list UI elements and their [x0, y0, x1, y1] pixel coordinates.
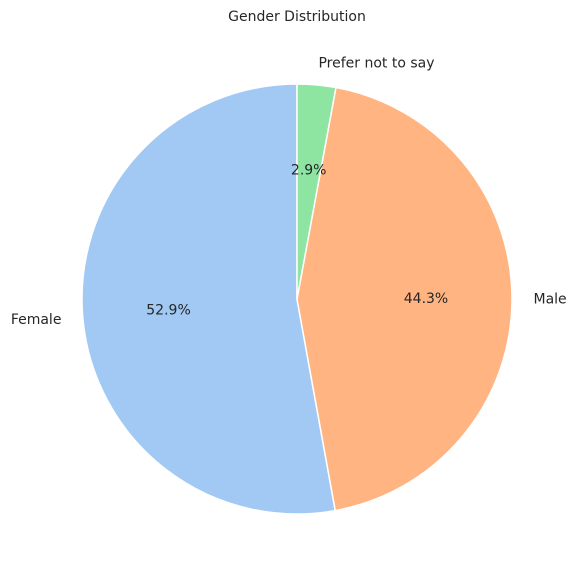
value-label: 2.9% — [291, 163, 327, 179]
chart-title: Gender Distribution — [228, 9, 366, 25]
value-label: 44.3% — [404, 291, 448, 307]
slice-label: Female — [11, 312, 62, 328]
slice-label: Male — [533, 291, 566, 307]
value-label: 52.9% — [146, 303, 190, 319]
pie-slice — [81, 83, 337, 515]
pie-slice — [296, 86, 513, 512]
pie-slice — [296, 83, 337, 300]
slice-label: Prefer not to say — [318, 55, 434, 71]
